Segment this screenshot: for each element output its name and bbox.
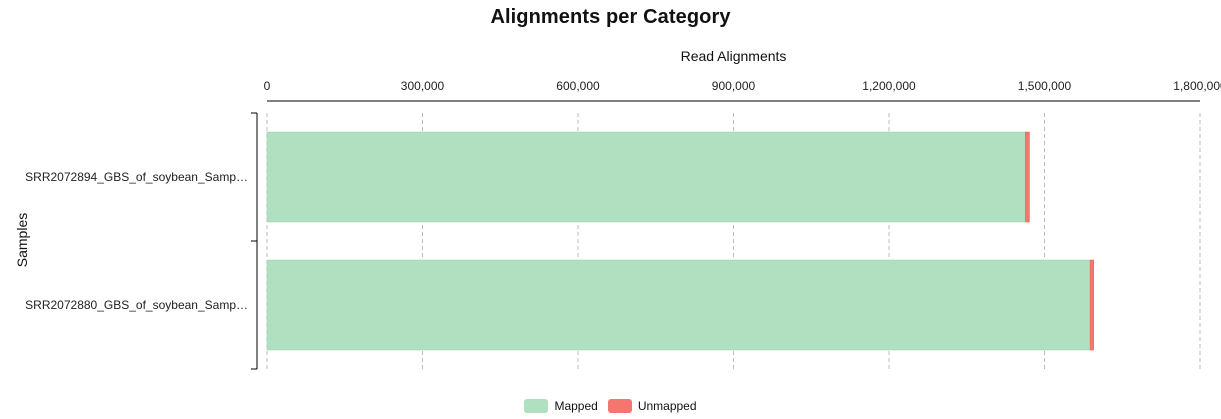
x-tick-label: 900,000 xyxy=(712,79,756,93)
x-tick-label: 300,000 xyxy=(401,79,445,93)
legend-label-mapped: Mapped xyxy=(554,399,598,413)
legend: Mapped Unmapped xyxy=(0,399,1221,413)
x-tick-label: 1,500,000 xyxy=(1018,79,1072,93)
x-tick-label: 1,200,000 xyxy=(862,79,916,93)
x-tick-label: 1,800,000 xyxy=(1173,79,1221,93)
y-tick-label: SRR2072894_GBS_of_soybean_Samp… xyxy=(25,170,248,184)
legend-item-unmapped[interactable]: Unmapped xyxy=(607,399,697,413)
bar-mapped xyxy=(266,259,1091,351)
x-axis-label: Read Alignments xyxy=(680,48,787,64)
legend-label-unmapped: Unmapped xyxy=(637,399,697,413)
x-tick-label: 0 xyxy=(264,79,271,93)
x-tick-label: 600,000 xyxy=(556,79,600,93)
bar-unmapped xyxy=(1089,259,1094,351)
y-tick-label: SRR2072880_GBS_of_soybean_Samp… xyxy=(25,298,248,312)
chart-title: Alignments per Category xyxy=(490,6,731,28)
legend-item-mapped[interactable]: Mapped xyxy=(524,399,598,413)
legend-swatch-unmapped xyxy=(607,399,632,413)
legend-swatch-mapped xyxy=(524,399,549,413)
bar-unmapped xyxy=(1025,131,1030,223)
bar-mapped xyxy=(266,131,1026,223)
